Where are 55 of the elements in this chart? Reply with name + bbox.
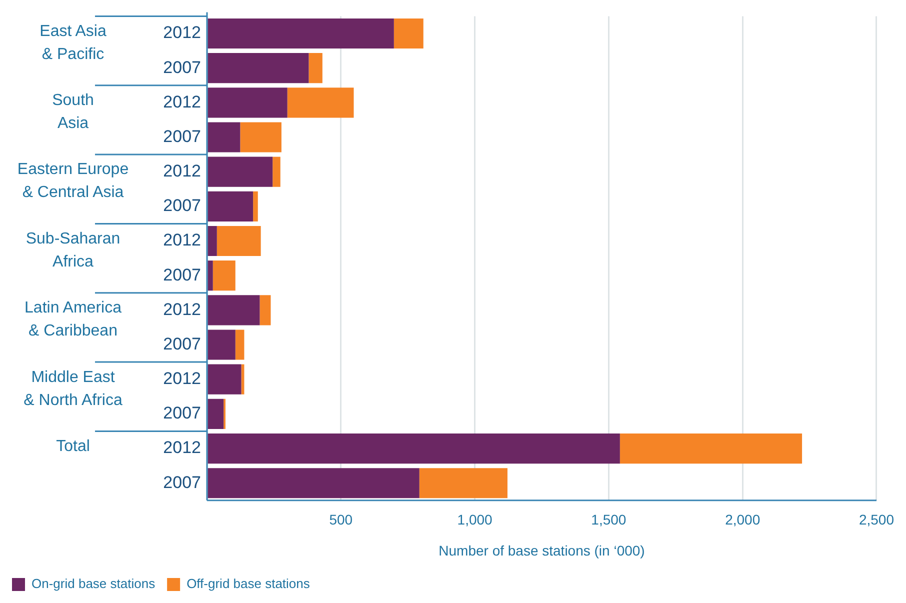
- y-tick-label: 2007: [163, 265, 201, 284]
- bar: [208, 260, 213, 291]
- x-tick-label: 1,000: [457, 512, 493, 528]
- bar: [208, 330, 236, 360]
- bar: [212, 260, 236, 291]
- x-tick-label: 2,000: [725, 512, 760, 528]
- x-tick-label: 500: [329, 512, 353, 528]
- x-tick-label: 2,500: [858, 512, 894, 528]
- y-tick-label: 2007: [163, 404, 201, 423]
- text: Eastern Europe & Central Asia: [17, 161, 129, 202]
- bar: [394, 18, 424, 49]
- y-tick-label: 2012: [163, 92, 201, 112]
- bar: [208, 191, 254, 222]
- bar: [208, 398, 224, 429]
- text: East Asia & Pacific: [40, 22, 106, 63]
- text: Sub-Saharan Africa: [26, 230, 120, 270]
- bar: [208, 433, 620, 464]
- y-tick-label: 2012: [163, 300, 201, 319]
- bar: [208, 226, 217, 256]
- bar: [308, 53, 322, 84]
- bar: [235, 330, 244, 360]
- text: South Asia: [52, 92, 94, 132]
- bar: [216, 226, 261, 256]
- bar: [208, 295, 260, 326]
- y-tick-label: 2012: [163, 23, 201, 42]
- bar: [272, 156, 280, 187]
- bar: [208, 468, 420, 498]
- bar: [240, 122, 282, 152]
- legend-label: On-grid base stations: [32, 576, 156, 592]
- legend-label: Off-grid base stations: [186, 576, 310, 592]
- bar: [419, 468, 508, 498]
- y-tick-label: 2007: [163, 126, 201, 146]
- text: Total: [56, 438, 90, 455]
- bar: [208, 88, 288, 118]
- text: Latin America & Caribbean: [24, 300, 122, 340]
- x-tick-label: 1,500: [591, 512, 626, 528]
- bar: [260, 295, 271, 326]
- bar: [253, 191, 258, 222]
- x-axis-title: Number of base stations (in ‘000): [438, 542, 645, 558]
- y-tick-label: 2007: [163, 472, 201, 492]
- y-tick-label: 2012: [163, 230, 201, 250]
- text: Middle East & North Africa: [24, 368, 122, 409]
- y-tick-label: 2012: [163, 369, 201, 388]
- bar: [208, 53, 309, 84]
- bar: [208, 18, 394, 49]
- y-tick-label: 2007: [163, 334, 201, 354]
- bar: [208, 364, 242, 394]
- y-tick-label: 2007: [163, 196, 201, 216]
- y-tick-label: 2012: [163, 162, 201, 181]
- bar: [208, 156, 273, 187]
- bar: [287, 88, 354, 118]
- bar: [620, 433, 802, 464]
- y-tick-label: 2007: [163, 58, 201, 77]
- bar: [208, 122, 240, 152]
- y-tick-label: 2012: [163, 438, 201, 458]
